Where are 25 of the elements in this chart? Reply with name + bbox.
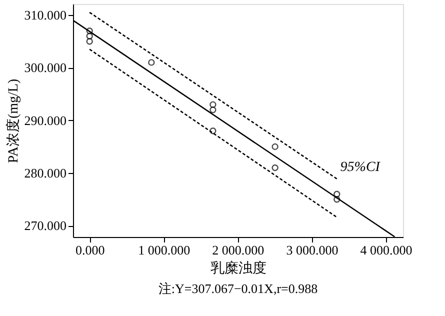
x-axis-title: 乳糜浊度 [210,260,266,276]
point [272,164,278,172]
y-tick-label: 270.000 [24,218,66,234]
point [272,143,278,150]
text: 注:Y=307.067−0.01X,r=0.988 [158,281,318,296]
annotation: 95%CI [340,160,382,176]
point [86,28,93,34]
y-tick-label: 310.000 [24,8,66,23]
point [210,106,216,114]
point [334,190,340,198]
point [86,32,93,40]
x-tick-label: 3 000.000 [286,242,338,258]
point [86,38,93,45]
y-axis-title: PA浓度(mg/L) [5,78,22,164]
y-tick-label: 290.000 [24,112,66,128]
point [210,101,216,108]
y-tick-label: 280.000 [24,166,66,181]
x-tick-label: 1 000.000 [138,242,190,258]
point [210,128,216,134]
x-tick-label: 2 000.000 [212,242,264,258]
point [148,59,155,66]
point [334,196,340,203]
y-tick-label: 300.000 [24,60,66,76]
x-tick-label: 4 000.000 [360,242,412,258]
x-tick-label: 0.000 [75,242,105,258]
